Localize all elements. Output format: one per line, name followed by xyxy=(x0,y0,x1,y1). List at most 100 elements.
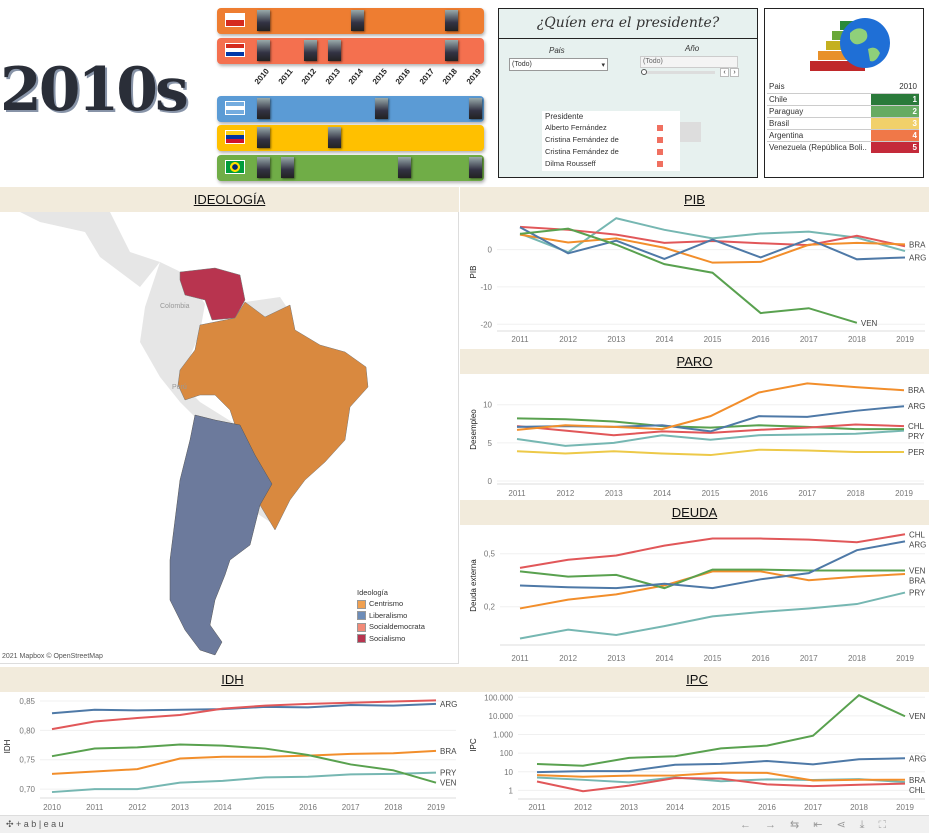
brazil-region[interactable] xyxy=(177,301,369,531)
timeline-bar-brasil[interactable] xyxy=(217,155,484,181)
ideology-map[interactable]: Colombia Perú Ideología Centrismo Liberal… xyxy=(0,212,459,664)
president-portrait[interactable] xyxy=(257,10,270,31)
series-line-ven[interactable] xyxy=(519,568,905,590)
series-line-bra[interactable] xyxy=(516,382,905,431)
president-item[interactable]: Alberto Fernández xyxy=(542,122,680,134)
series-line-chl[interactable] xyxy=(51,699,437,731)
ranking-row[interactable]: Chile 1 xyxy=(767,93,919,105)
deuda-chart[interactable]: 0,2 0,5 2011 2012 2013 2014 2015 2016 2017 2018 20… xyxy=(469,530,926,663)
ranking-country: Brasil xyxy=(769,118,790,128)
tableau-logo-icon[interactable]: ✣ + a b | e a u xyxy=(6,819,64,829)
timeline-bar-argentina[interactable] xyxy=(217,96,484,122)
anio-slider[interactable] xyxy=(645,71,715,74)
series-line-chl[interactable] xyxy=(516,423,905,437)
charts-layer: 0 -10 -20 2011 2012 2013 2014 2015 2016 2017 2018 2… xyxy=(3,217,926,812)
president-portrait[interactable] xyxy=(257,40,270,61)
series-line-chl[interactable] xyxy=(519,225,906,248)
series-line-per[interactable] xyxy=(516,448,904,457)
pib-chart[interactable]: 0 -10 -20 2011 2012 2013 2014 2015 2016 2017 2018 2… xyxy=(469,217,926,344)
series-line-arg[interactable] xyxy=(519,226,906,261)
president-portrait[interactable] xyxy=(257,157,270,178)
ranking-row[interactable]: Argentina 4 xyxy=(767,129,919,141)
series-line-pry[interactable] xyxy=(519,591,906,640)
legend-item[interactable]: Socialismo xyxy=(357,634,425,644)
ipc-chart[interactable]: 1 10 100 1.000 10.000 100.000 2011 2012 2013 2014… xyxy=(469,693,926,812)
timeline-bar-chile[interactable] xyxy=(217,8,484,34)
series-line-bra[interactable] xyxy=(519,233,906,264)
x-tick-label: 2015 xyxy=(704,654,722,663)
president-portrait[interactable] xyxy=(304,40,317,61)
president-portrait[interactable] xyxy=(374,98,388,119)
revert-all-icon[interactable]: ⇤ xyxy=(813,819,837,831)
ranking-row[interactable]: Venezuela (República Boli.. 5 xyxy=(767,141,919,153)
ipc-header: IPC xyxy=(465,667,929,692)
president-portrait[interactable] xyxy=(257,127,270,148)
scrollbar[interactable] xyxy=(680,122,701,142)
pais-dropdown[interactable]: (Todo) ▾ xyxy=(509,58,608,71)
president-portrait[interactable] xyxy=(327,40,341,61)
president-item[interactable]: Dilma Rousseff xyxy=(542,158,680,170)
series-line-ven[interactable] xyxy=(536,693,906,767)
legend-item[interactable]: Centrismo xyxy=(357,599,425,609)
ranking-row[interactable]: Brasil 3 xyxy=(767,117,919,129)
series-line-ven[interactable] xyxy=(516,417,904,431)
series-line-ven[interactable] xyxy=(519,227,858,324)
president-portrait[interactable] xyxy=(351,10,364,31)
president-portrait[interactable] xyxy=(445,40,458,61)
legend-swatch xyxy=(357,622,366,632)
president-portrait[interactable] xyxy=(445,10,458,31)
series-line-arg[interactable] xyxy=(51,702,437,715)
series-line-arg[interactable] xyxy=(536,757,906,774)
download-icon[interactable]: ⤓ xyxy=(859,819,879,831)
president-portrait[interactable] xyxy=(327,127,341,148)
series-line-pry[interactable] xyxy=(519,217,906,254)
series-end-label: BRA xyxy=(908,386,925,395)
president-item[interactable]: Cristina Fernández de xyxy=(542,146,680,158)
series-end-label: PRY xyxy=(909,589,926,598)
president-portrait[interactable] xyxy=(280,157,294,178)
series-line-arg[interactable] xyxy=(519,540,906,590)
timeline-bar-paraguay[interactable] xyxy=(217,38,484,64)
idh-header: IDH xyxy=(0,667,465,692)
x-tick-label: 2017 xyxy=(800,335,818,344)
paro-chart[interactable]: 0 5 10 2011 2012 2013 2014 2015 2016 2017 2018 2019… xyxy=(469,382,925,498)
anio-input[interactable]: (Todo) xyxy=(640,56,738,68)
x-tick-label: 2016 xyxy=(758,803,776,812)
prev-year-button[interactable]: ‹ xyxy=(720,68,729,77)
x-tick-label: 2011 xyxy=(86,803,104,812)
president-portrait[interactable] xyxy=(468,157,482,178)
timeline-bar-venezuela[interactable] xyxy=(217,125,484,151)
redo-icon[interactable]: → xyxy=(765,819,790,831)
series-line-ven[interactable] xyxy=(51,743,437,784)
flag-icon-argentina xyxy=(225,101,245,115)
president-portrait[interactable] xyxy=(257,98,270,119)
x-tick-label: 2015 xyxy=(712,803,730,812)
undo-icon[interactable]: ← xyxy=(740,819,765,831)
series-line-chl[interactable] xyxy=(519,533,906,569)
president-portrait[interactable] xyxy=(398,157,411,178)
x-tick-label: 2011 xyxy=(511,654,529,663)
argentina-chile-region[interactable] xyxy=(169,414,273,656)
venezuela-region[interactable] xyxy=(179,267,246,321)
map-attribution[interactable]: 2021 Mapbox © OpenStreetMap xyxy=(2,653,103,660)
legend-item[interactable]: Liberalismo xyxy=(357,611,425,621)
next-year-button[interactable]: › xyxy=(730,68,739,77)
series-end-label: BRA xyxy=(909,240,926,249)
series-line-chl[interactable] xyxy=(536,777,906,793)
legend-item[interactable]: Socialdemocrata xyxy=(357,622,425,632)
fullscreen-icon[interactable]: ⛶ xyxy=(878,819,901,831)
series-line-pry[interactable] xyxy=(51,771,437,794)
ranking-value: 3 xyxy=(871,117,919,129)
x-tick-label: 2019 xyxy=(896,654,914,663)
series-line-bra[interactable] xyxy=(536,771,905,782)
idh-chart[interactable]: 0,70 0,75 0,80 0,85 2010 2011 2012 2013 2014 2015… xyxy=(3,697,457,812)
series-line-pry[interactable] xyxy=(516,429,905,447)
series-line-bra[interactable] xyxy=(519,570,906,610)
slider-handle[interactable] xyxy=(641,69,647,75)
series-line-bra[interactable] xyxy=(51,749,437,775)
president-item[interactable]: Cristina Fernández de xyxy=(542,134,680,146)
president-portrait[interactable] xyxy=(468,98,482,119)
ranking-row[interactable]: Paraguay 2 xyxy=(767,105,919,117)
share-icon[interactable]: ⋖ xyxy=(836,819,860,831)
revert-icon[interactable]: ⇆ xyxy=(790,819,814,831)
